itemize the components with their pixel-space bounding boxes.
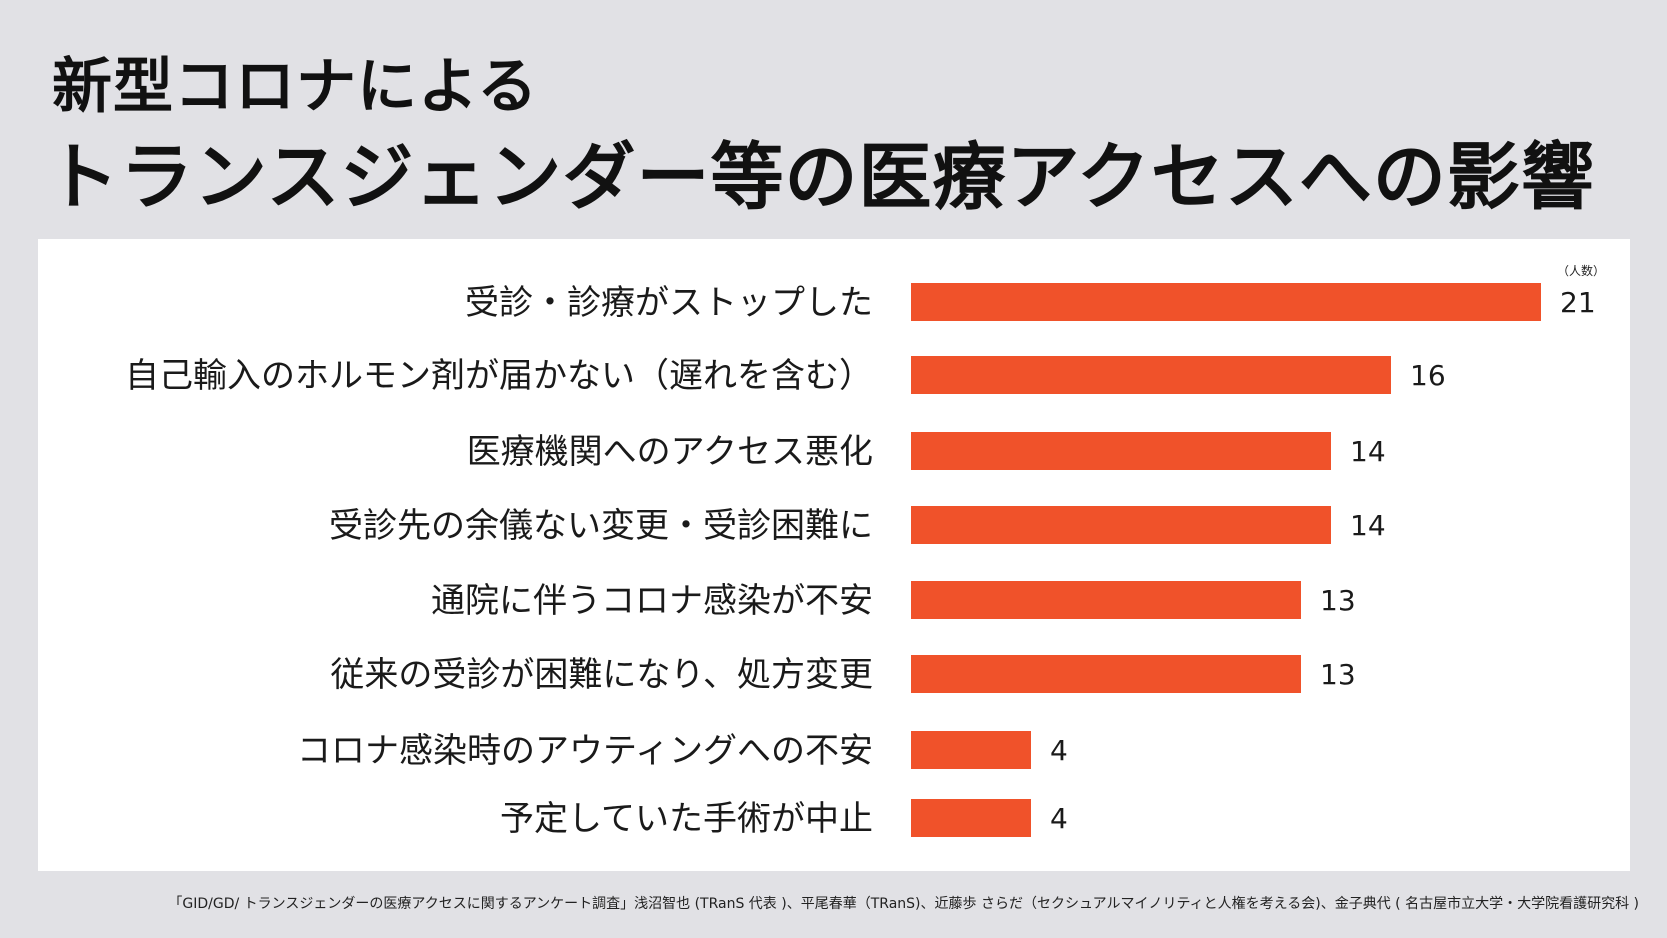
category-label: 受診・診療がストップした [465,283,873,323]
value-label: 13 [1320,584,1356,617]
bar [911,506,1331,544]
value-label: 4 [1050,734,1068,767]
bar [911,356,1391,394]
value-label: 14 [1350,435,1386,468]
bar [911,283,1541,321]
bar [911,799,1031,837]
category-label: 医療機関へのアクセス悪化 [467,432,873,472]
bar [911,581,1301,619]
category-label: 従来の受診が困難になり、処方変更 [330,655,873,695]
chart-panel: （人数） 受診・診療がストップした 21 自己輸入のホルモン剤が届かない（遅れを含む）… [38,239,1630,871]
bar-chart: （人数） 受診・診療がストップした 21 自己輸入のホルモン剤が届かない（遅れを含む）… [125,263,1605,839]
category-label: 通院に伴うコロナ感染が不安 [431,581,873,621]
bar [911,655,1301,693]
bar [911,432,1331,470]
source-citation: 「GID/GD/ トランスジェンダーの医療アクセスに関するアンケート調査」浅沼智… [168,896,1639,912]
value-label: 4 [1050,802,1068,835]
value-label: 16 [1410,359,1446,392]
category-label: 予定していた手術が中止 [500,799,873,839]
category-label: コロナ感染時のアウティングへの不安 [297,731,873,771]
value-label: 13 [1320,658,1356,691]
value-label: 14 [1350,509,1386,542]
category-label: 受診先の余儀ない変更・受診困難に [329,506,873,546]
category-label: 自己輸入のホルモン剤が届かない（遅れを含む） [125,356,873,396]
bar [911,731,1031,769]
value-label: 21 [1560,286,1596,319]
title-line-1: 新型コロナによる [52,52,539,122]
unit-label: （人数） [1557,263,1605,278]
title-line-2: トランスジェンダー等の医療アクセスへの影響 [46,135,1595,220]
